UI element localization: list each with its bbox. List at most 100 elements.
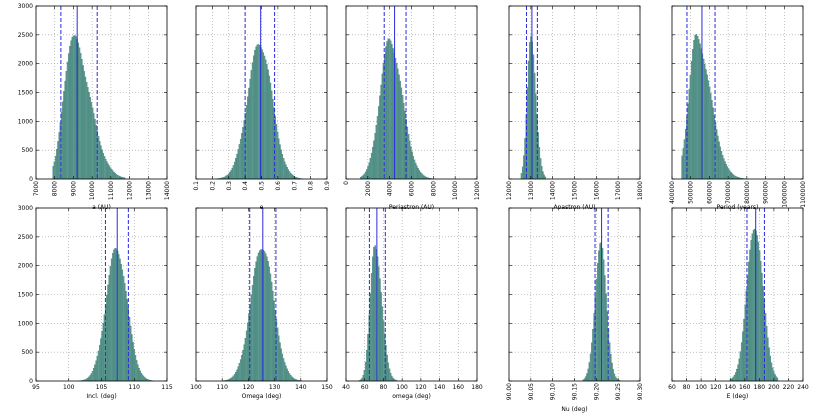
x-tick-label: 90.05 — [528, 383, 535, 400]
histogram-bar — [286, 368, 288, 382]
y-tick-label: 1500 — [18, 292, 33, 299]
histogram-bar — [724, 161, 726, 180]
x-tick-label: 80 — [380, 384, 388, 391]
histogram-bar — [85, 82, 88, 180]
x-tick-label: 100 — [396, 384, 408, 391]
x-tick-label: 140 — [295, 384, 307, 391]
histogram-bar — [231, 167, 234, 180]
x-tick-label: 0.1 — [193, 181, 200, 191]
histogram-bar — [364, 171, 367, 180]
histogram-bar — [260, 249, 262, 382]
histogram-bar — [291, 376, 293, 382]
histogram-bar — [757, 241, 760, 382]
histogram-bar — [269, 273, 272, 382]
x-tick-label: 4000 — [387, 181, 394, 196]
histogram-bar — [87, 377, 89, 382]
histogram-bar — [388, 368, 391, 382]
histogram-bar — [104, 158, 107, 180]
histogram-bar — [229, 172, 231, 180]
histogram-bar — [706, 74, 708, 180]
x-tick-label: 0.8 — [308, 181, 315, 191]
histogram-bar — [381, 73, 384, 180]
histogram-bar — [524, 138, 526, 180]
histogram-bar — [698, 39, 700, 180]
x-tick-label: 180 — [471, 384, 483, 391]
histogram-bar — [614, 376, 617, 382]
histogram-bar — [774, 374, 776, 382]
x-tick-label: 90.25 — [615, 383, 622, 400]
histogram-bar — [139, 370, 141, 382]
histogram-bar — [737, 364, 739, 382]
chart-panel-5: 400000 500000 600000 700000 800000 900000 1000… — [669, 5, 807, 211]
histogram-bar — [113, 171, 115, 180]
histogram-bar — [744, 305, 746, 382]
histogram-bar — [538, 147, 541, 180]
y-tick-label: 1000 — [18, 320, 33, 327]
histogram-bar — [281, 353, 284, 382]
histogram-bar — [388, 38, 391, 180]
histogram-bar — [100, 145, 102, 180]
histogram-bar — [69, 46, 71, 180]
histogram-bar — [278, 335, 280, 382]
histogram-bar — [721, 155, 724, 180]
histogram-bar — [270, 281, 273, 382]
x-axis-label: Periastron (AU) — [389, 204, 434, 211]
histogram-bar — [608, 342, 611, 382]
y-tick-label: 0 — [29, 176, 33, 183]
histogram-bar — [131, 334, 133, 382]
histogram-bar — [408, 140, 411, 180]
histogram-bar — [276, 131, 279, 180]
histogram-bar — [535, 93, 537, 180]
histogram-bar — [279, 144, 281, 180]
histogram-bar — [242, 126, 244, 180]
histogram-bar — [275, 124, 278, 180]
chart-panel-3: 0 2000 4000 6000 8000 10000 12000 Periastron (A… — [343, 5, 481, 211]
x-tick-label: 110 — [216, 384, 228, 391]
histogram-bar — [133, 349, 135, 382]
histogram-bar — [89, 375, 91, 382]
histogram-bar — [751, 233, 754, 382]
histogram-bar — [707, 80, 710, 180]
histogram-bar — [754, 229, 756, 382]
histogram-bar — [692, 49, 694, 180]
histogram-bar — [244, 337, 247, 382]
histogram-bar — [134, 355, 137, 382]
histogram-bar — [118, 254, 120, 382]
y-tick-label: 1500 — [18, 90, 33, 97]
x-tick-label: 115 — [161, 384, 173, 391]
histogram-bar — [232, 375, 235, 382]
histogram-bar — [527, 60, 530, 180]
histogram-bar — [75, 36, 77, 180]
histogram-bar — [54, 155, 57, 180]
histogram-bar — [94, 364, 96, 382]
histogram-bar — [238, 363, 241, 382]
histogram-bar — [419, 171, 422, 180]
histogram-bar — [93, 113, 95, 180]
histogram-bar — [284, 362, 286, 382]
histogram-bar — [225, 175, 228, 180]
y-tick-label: 2500 — [18, 32, 33, 39]
histogram-bar — [760, 260, 762, 382]
x-tick-label: 600000 — [706, 181, 713, 204]
x-tick-label: 120 — [415, 384, 427, 391]
x-tick-label: 13000 — [528, 181, 535, 200]
histogram-bar — [251, 62, 254, 180]
histogram-bar — [401, 95, 404, 180]
histogram-bar — [769, 355, 771, 382]
x-tick-label: 400000 — [669, 181, 676, 204]
histogram-bar — [107, 163, 109, 180]
histogram-bar — [364, 361, 367, 382]
x-tick-label: 800000 — [744, 181, 751, 204]
x-tick-label: 140 — [434, 384, 446, 391]
x-tick-label: 150 — [321, 384, 333, 391]
histogram-bar — [273, 300, 275, 382]
x-tick-label: 180 — [754, 384, 766, 391]
histogram-bar — [110, 169, 113, 180]
x-tick-label: 9000 — [70, 181, 77, 196]
histogram-bar — [88, 376, 90, 382]
histogram-bar — [280, 149, 282, 180]
histogram-bar — [732, 174, 735, 180]
chart-panel-1: 7000 8000 9000 10000 11000 12000 13000 14000 0 50… — [18, 3, 171, 211]
histogram-bar — [762, 286, 764, 382]
